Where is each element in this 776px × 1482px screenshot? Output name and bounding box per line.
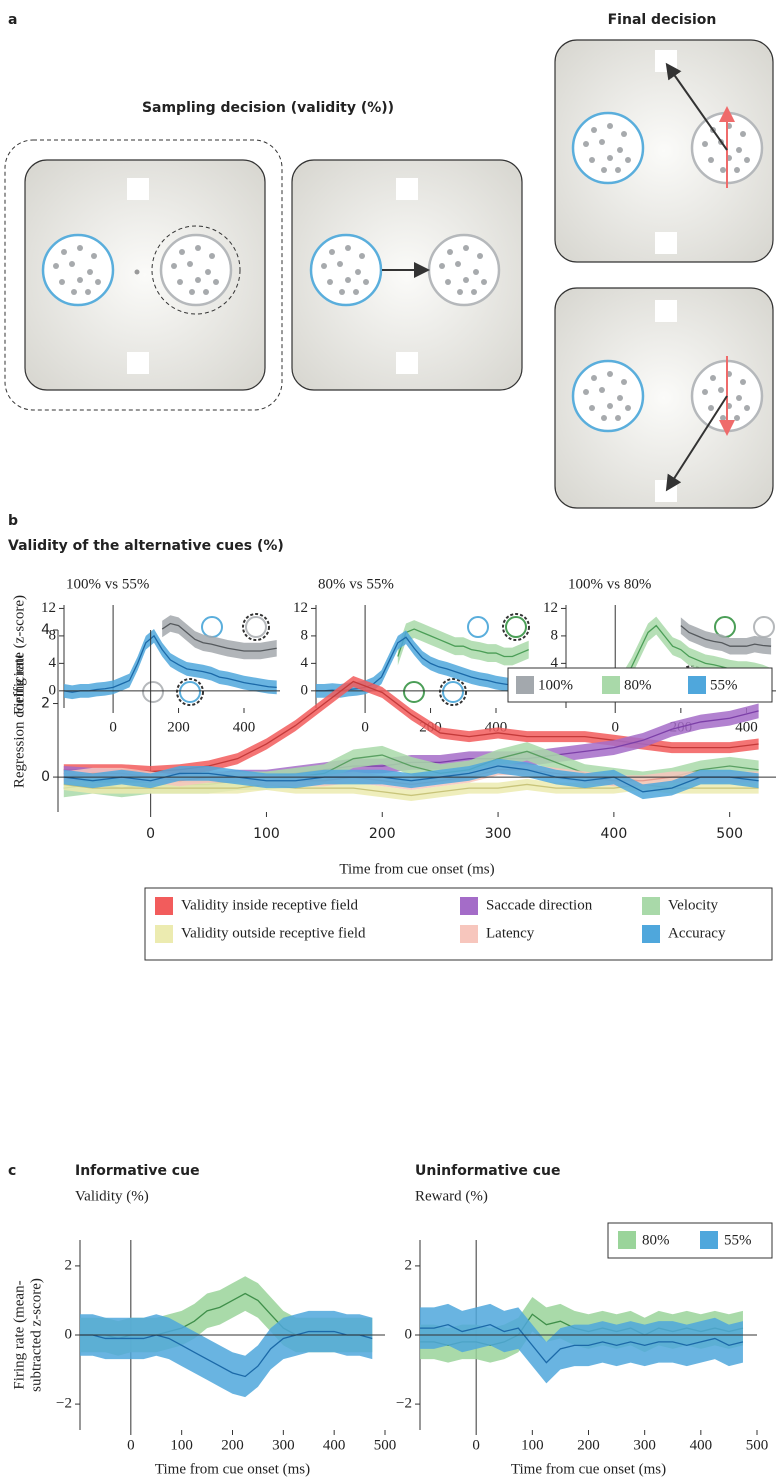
- y-tick-label: −2: [396, 1396, 412, 1412]
- y-tick-label: 2: [41, 696, 50, 712]
- y-axis-label: Firing rate (mean-: [11, 1280, 27, 1389]
- x-axis-label: Time from cue onset (ms): [339, 861, 494, 877]
- chart-title: Uninformative cue: [415, 1163, 561, 1179]
- y-axis-label: subtracted z-score): [28, 1278, 44, 1392]
- x-tick-label: 0: [472, 1437, 480, 1453]
- x-tick-label: 0: [146, 826, 155, 842]
- y-tick-label: 4: [41, 622, 50, 638]
- legend-swatch: [155, 897, 173, 915]
- y-tick-label: 0: [301, 682, 309, 698]
- panel-label: a: [8, 12, 17, 28]
- legend-swatch: [602, 676, 620, 694]
- y-tick-label: 12: [543, 600, 558, 616]
- y-tick-label: 0: [41, 769, 50, 785]
- x-axis-label: Time from cue onset (ms): [155, 1461, 310, 1477]
- panel-title: Validity of the alternative cues (%): [8, 538, 284, 554]
- y-tick-label: 0: [405, 1326, 413, 1342]
- legend-swatch: [155, 925, 173, 943]
- legend-label: 80%: [624, 677, 652, 693]
- x-tick-label: 400: [233, 719, 256, 735]
- x-tick-label: 0: [127, 1437, 135, 1453]
- screen: [25, 160, 265, 390]
- legend-swatch: [700, 1231, 718, 1249]
- y-tick-label: 2: [65, 1257, 73, 1273]
- error-band: [64, 629, 277, 699]
- chart: Uninformative cue Reward (%) −2 0 2 0 100 200 30…: [396, 1163, 772, 1477]
- legend-label: Velocity: [668, 897, 718, 913]
- screen: [555, 40, 773, 262]
- x-tick-label: 400: [601, 826, 628, 842]
- sampling-title: Sampling decision (validity (%)): [142, 100, 394, 116]
- y-tick-label: 12: [293, 600, 308, 616]
- x-tick-label: 300: [485, 826, 512, 842]
- x-tick-label: 200: [167, 719, 190, 735]
- final-title: Final decision: [608, 12, 717, 28]
- error-band: [80, 1311, 372, 1397]
- x-tick-label: 200: [369, 826, 396, 842]
- legend-label: Saccade direction: [486, 897, 593, 913]
- x-axis-label: Time from cue onset (ms): [511, 1461, 666, 1477]
- legend-label: 55%: [724, 1232, 752, 1248]
- x-tick-label: 400: [690, 1437, 713, 1453]
- x-tick-label: 500: [746, 1437, 769, 1453]
- panel-label: b: [8, 513, 18, 529]
- chart-title: 100% vs 55%: [66, 576, 149, 592]
- legend-swatch: [460, 925, 478, 943]
- y-tick-label: 0: [65, 1326, 73, 1342]
- legend-swatch: [618, 1231, 636, 1249]
- legend-label: 55%: [710, 677, 738, 693]
- chart-subtitle: Validity (%): [75, 1188, 149, 1204]
- y-tick-label: 12: [41, 600, 56, 616]
- x-tick-label: 0: [109, 719, 117, 735]
- figure: a Final decision Sampling decision (vali…: [0, 0, 776, 1482]
- panel-a: a Final decision Sampling decision (vali…: [5, 12, 773, 508]
- y-axis-label: Regression coefficient: [11, 653, 27, 788]
- chart-title: Informative cue: [75, 1163, 200, 1179]
- y-tick-label: 4: [301, 655, 309, 671]
- legend-swatch: [460, 897, 478, 915]
- legend-label: 80%: [642, 1232, 670, 1248]
- y-tick-label: 2: [405, 1257, 413, 1273]
- legend-label: Latency: [486, 925, 535, 941]
- panel-label: c: [8, 1163, 16, 1179]
- screen: [292, 160, 522, 390]
- x-tick-label: 200: [221, 1437, 244, 1453]
- screen: [555, 288, 773, 508]
- y-tick-label: −2: [56, 1396, 72, 1412]
- legend-swatch: [688, 676, 706, 694]
- x-tick-label: 100: [170, 1437, 193, 1453]
- x-tick-label: 200: [577, 1437, 600, 1453]
- legend-label: Validity inside receptive field: [181, 897, 359, 913]
- legend-swatch: [642, 925, 660, 943]
- x-tick-label: 500: [716, 826, 743, 842]
- legend-label: Accuracy: [668, 925, 726, 941]
- legend-swatch: [516, 676, 534, 694]
- chart-title: 80% vs 55%: [318, 576, 394, 592]
- x-tick-label: 300: [633, 1437, 656, 1453]
- x-tick-label: 500: [374, 1437, 397, 1453]
- y-tick-label: 4: [49, 655, 57, 671]
- chart-title: 100% vs 80%: [568, 576, 651, 592]
- x-tick-label: 0: [611, 719, 619, 735]
- chart: Informative cue Validity (%) −2 0 2 0 100 200 30…: [11, 1163, 396, 1477]
- legend-label: 100%: [538, 677, 573, 693]
- legend-swatch: [642, 897, 660, 915]
- x-tick-label: 100: [253, 826, 280, 842]
- y-tick-label: 8: [301, 627, 309, 643]
- legend: 100% 80% 55%: [508, 668, 772, 702]
- x-tick-label: 0: [361, 719, 369, 735]
- x-tick-label: 300: [272, 1437, 295, 1453]
- x-tick-label: 100: [521, 1437, 544, 1453]
- chart-subtitle: Reward (%): [415, 1188, 488, 1204]
- y-tick-label: 8: [551, 627, 559, 643]
- x-tick-label: 400: [323, 1437, 346, 1453]
- legend-label: Validity outside receptive field: [181, 925, 366, 941]
